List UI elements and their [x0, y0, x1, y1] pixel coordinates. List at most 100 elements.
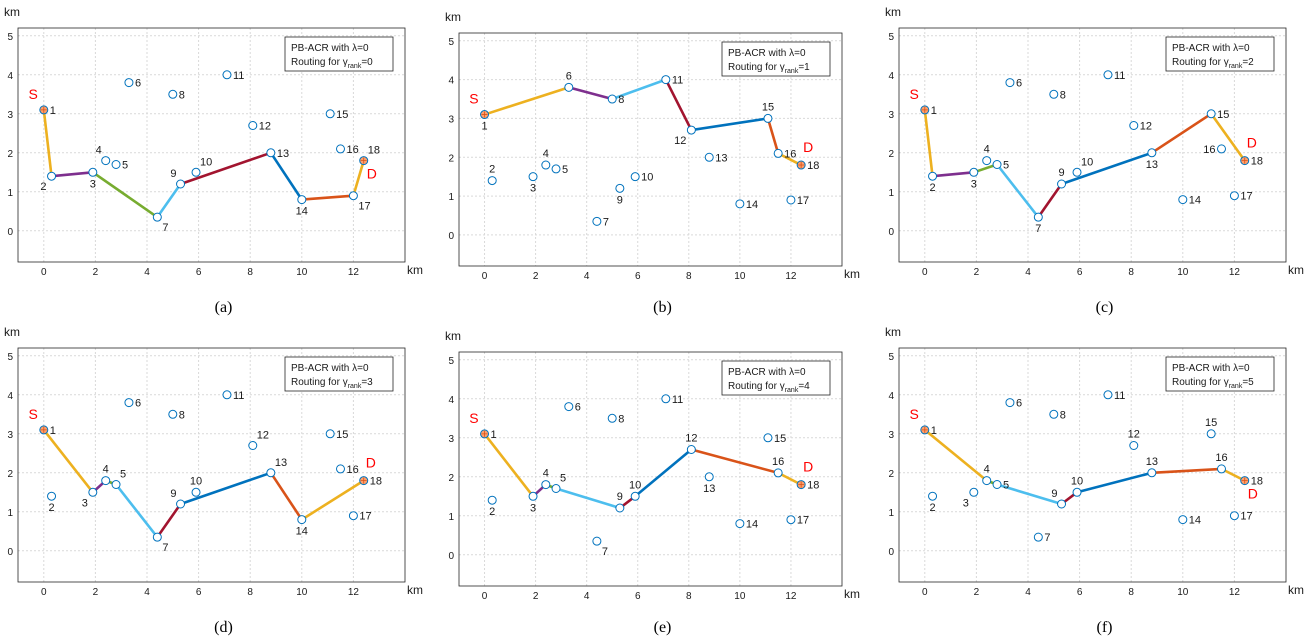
node-label: 3: [530, 183, 536, 195]
panel-caption: (d): [214, 619, 233, 636]
y-tick-label: 1: [888, 188, 894, 199]
node-marker-cross: [1241, 477, 1248, 484]
node-label: 7: [162, 542, 168, 554]
legend-line-1: PB-ACR with λ=0: [728, 48, 806, 59]
node-label: 12: [685, 433, 697, 445]
y-tick-label: 2: [7, 469, 13, 480]
legend-box: [284, 356, 394, 392]
route-segment: [766, 117, 780, 155]
node-marker: [686, 445, 696, 454]
node-label: 9: [1051, 488, 1057, 500]
node-marker: [1147, 148, 1157, 158]
node-label: 6: [575, 402, 581, 414]
x-tick-label: 6: [635, 271, 641, 282]
grid: [18, 348, 405, 582]
legend-line-2: Routing for γrank=2: [1172, 57, 1254, 70]
node-marker: [1049, 409, 1059, 419]
panel-caption: (f): [1097, 619, 1113, 636]
x-tick-label: 8: [1128, 587, 1134, 598]
node-marker: [704, 472, 714, 482]
node-marker: [1229, 191, 1239, 201]
node-marker: [1072, 487, 1082, 497]
legend: PB-ACR with λ=0 Routing for γrank=0: [284, 36, 394, 72]
node-label: 1: [50, 425, 56, 437]
node-marker: [592, 536, 602, 546]
grid: [459, 352, 842, 586]
node-label: 10: [190, 475, 202, 487]
node-marker: [1206, 109, 1216, 119]
node-marker-cross: [40, 106, 47, 113]
legend-line-2: Routing for γrank=1: [728, 62, 810, 75]
node-marker-cross: [481, 430, 488, 437]
node-marker-cross: [481, 111, 488, 118]
node-marker-cross: [798, 481, 805, 488]
node-label: 13: [1146, 456, 1158, 468]
y-tick-label: 3: [7, 430, 13, 441]
node-marker: [607, 413, 617, 423]
node-marker: [152, 212, 162, 222]
x-tick-label: 8: [1128, 267, 1134, 278]
route-segment: [554, 487, 622, 510]
node-marker: [124, 78, 134, 88]
node-marker: [786, 195, 796, 205]
y-tick-label: 2: [888, 149, 894, 160]
route-segment: [633, 448, 693, 498]
x-axis-unit: km: [407, 583, 423, 597]
node-marker: [487, 495, 497, 505]
y-tick-label: 4: [448, 76, 454, 87]
node-marker: [661, 75, 671, 85]
y-tick-label: 2: [7, 149, 13, 160]
node-marker: [111, 160, 121, 169]
node-label: 9: [617, 194, 623, 206]
node-label: 15: [762, 101, 774, 113]
x-tick-label: 6: [196, 587, 202, 598]
node-label: 7: [1044, 532, 1050, 544]
node-label: 17: [797, 515, 809, 527]
node-label: 6: [135, 398, 141, 410]
node-label: 16: [1215, 452, 1227, 464]
node-label: 3: [963, 497, 969, 509]
node-label: 4: [543, 468, 549, 480]
node-label: 5: [1003, 160, 1009, 172]
route-segment: [269, 151, 304, 201]
y-tick-label: 0: [448, 231, 454, 242]
plot-area: [17, 27, 406, 263]
grid: [899, 28, 1286, 262]
node-marker: [615, 503, 625, 513]
node-marker-cross: [798, 162, 805, 169]
node-label: 18: [807, 160, 819, 172]
node-marker: [1057, 179, 1067, 189]
node-marker: [982, 156, 992, 166]
y-tick-label: 5: [7, 32, 13, 43]
x-tick-label: 4: [584, 591, 590, 602]
y-tick-label: 0: [888, 547, 894, 558]
node-label: 5: [120, 469, 126, 481]
node-marker: [1072, 167, 1082, 177]
node-label: 4: [543, 148, 549, 160]
legend-line-2: Routing for γrank=4: [728, 381, 810, 394]
x-tick-label: 8: [686, 271, 692, 282]
y-tick-label: 4: [448, 395, 454, 406]
y-tick-label: 5: [7, 352, 13, 363]
node-marker: [1033, 212, 1043, 222]
node-label: 10: [629, 479, 641, 491]
y-tick-label: 2: [448, 473, 454, 484]
legend-line-2: Routing for γrank=3: [291, 377, 373, 390]
y-tick-label: 5: [888, 352, 894, 363]
node-marker: [551, 164, 561, 174]
node-label: 2: [929, 182, 935, 194]
node-marker: [348, 191, 358, 201]
node-marker: [1229, 511, 1239, 521]
node-label: 10: [1071, 475, 1083, 487]
node-label: 1: [491, 429, 497, 441]
node-marker: [615, 183, 625, 193]
y-axis-unit: km: [885, 5, 901, 19]
node-label: 7: [603, 216, 609, 228]
node-marker: [541, 480, 551, 490]
x-tick-label: 0: [922, 267, 928, 278]
node-label: 11: [672, 394, 683, 406]
node-marker: [248, 121, 258, 130]
node-marker: [1129, 121, 1139, 130]
node-label: 15: [336, 429, 348, 441]
